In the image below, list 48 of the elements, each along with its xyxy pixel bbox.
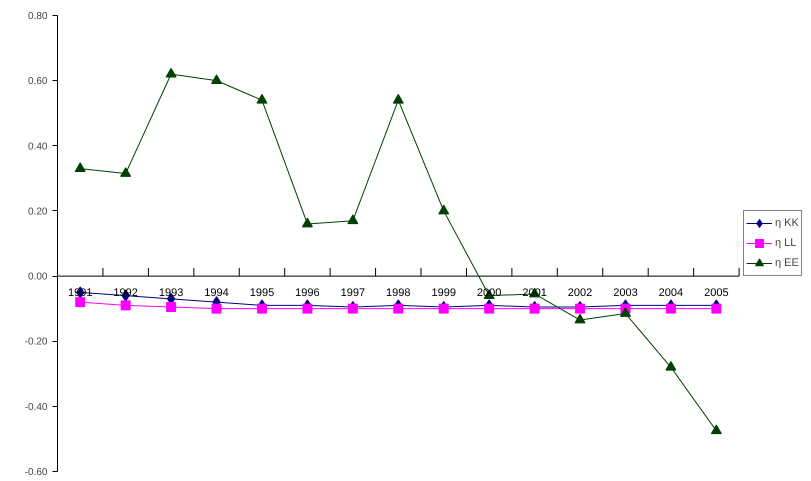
point — [393, 304, 404, 314]
point — [575, 304, 586, 314]
point — [256, 304, 267, 314]
y-tick-label: -0.60 — [24, 467, 48, 478]
point — [120, 300, 131, 310]
point — [74, 162, 86, 172]
point — [574, 314, 586, 324]
point — [166, 302, 176, 312]
point — [256, 94, 268, 104]
y-tick-label: -0.20 — [24, 336, 48, 348]
y-tick-label: 0.40 — [28, 141, 48, 152]
x-tick-label: 1996 — [295, 287, 320, 300]
y-tick-label: 0.20 — [28, 206, 48, 218]
legend-label: η KK — [775, 217, 799, 229]
legend-label: η LL — [775, 237, 796, 249]
point — [348, 304, 358, 314]
x-tick-label: 2004 — [658, 287, 684, 300]
y-tick-label: 0.00 — [28, 272, 48, 283]
legend-label: η EE — [775, 257, 799, 269]
point — [666, 304, 676, 314]
point — [620, 307, 631, 317]
y-tick-label: -0.40 — [24, 402, 48, 413]
x-tick-label: 2003 — [613, 287, 638, 300]
point — [530, 304, 540, 314]
x-tick-label: 1994 — [204, 287, 229, 300]
x-tick-label: 1997 — [340, 287, 366, 300]
point — [347, 214, 358, 224]
point — [120, 167, 132, 177]
y-tick-label: 0.60 — [28, 76, 48, 88]
point — [212, 304, 222, 314]
point — [302, 304, 312, 314]
x-tick-label: 1995 — [250, 287, 274, 300]
point — [438, 204, 450, 214]
point — [75, 297, 86, 308]
x-tick-label: 1998 — [386, 287, 411, 300]
point — [484, 304, 494, 314]
point — [711, 304, 722, 314]
point — [392, 94, 404, 104]
point — [211, 74, 222, 84]
x-tick-label: 1999 — [431, 287, 456, 300]
y-tick-label: 0.80 — [28, 11, 48, 22]
x-tick-label: 2002 — [568, 287, 592, 300]
point — [302, 218, 313, 228]
x-tick-label: 2005 — [704, 287, 729, 300]
point — [665, 361, 676, 371]
point — [166, 68, 177, 78]
x-tick-label: 1993 — [158, 287, 184, 300]
point — [438, 304, 449, 314]
